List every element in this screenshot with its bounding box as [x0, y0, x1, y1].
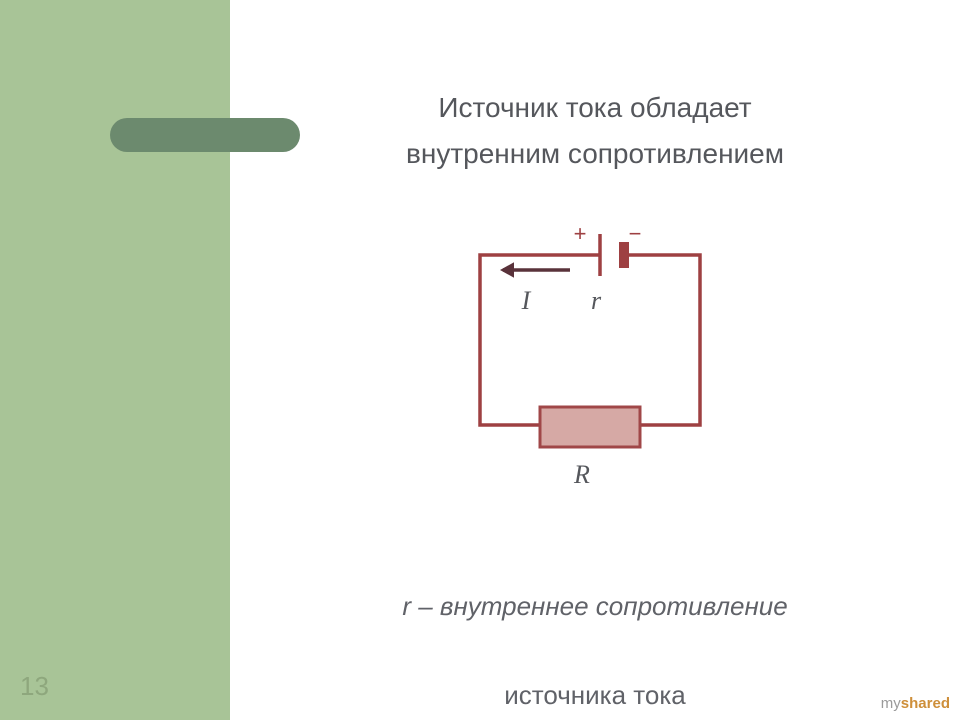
title-line-1: Источник тока обладает: [438, 92, 751, 123]
sidebar: [0, 0, 230, 720]
caption-line-2: источника тока: [504, 680, 686, 710]
caption-block: r – внутреннее сопротивление источника т…: [230, 540, 960, 717]
watermark: myshared: [881, 695, 950, 712]
label-R: R: [573, 460, 590, 489]
slide: Источник тока обладает внутренним сопрот…: [0, 0, 960, 720]
watermark-my: my: [881, 695, 901, 712]
wire-left: [480, 255, 600, 425]
watermark-shared: shared: [901, 695, 950, 712]
plus-sign: +: [574, 225, 587, 246]
minus-sign: −: [629, 225, 642, 246]
title-block: Источник тока обладает внутренним сопрот…: [230, 60, 960, 202]
slide-number: 13: [20, 671, 49, 702]
circuit-diagram: + − Ir R: [440, 225, 740, 505]
caption-line-1: r – внутреннее сопротивление: [402, 591, 787, 621]
current-arrow-head: [500, 262, 514, 277]
title-line-2: внутренним сопротивлением: [230, 138, 960, 170]
wire-right: [620, 255, 700, 425]
resistor-box: [540, 407, 640, 447]
label-I: I: [521, 286, 532, 315]
label-r: r: [591, 286, 602, 315]
battery-negative-plate: [619, 242, 629, 268]
content-area: Источник тока обладает внутренним сопрот…: [230, 0, 960, 720]
